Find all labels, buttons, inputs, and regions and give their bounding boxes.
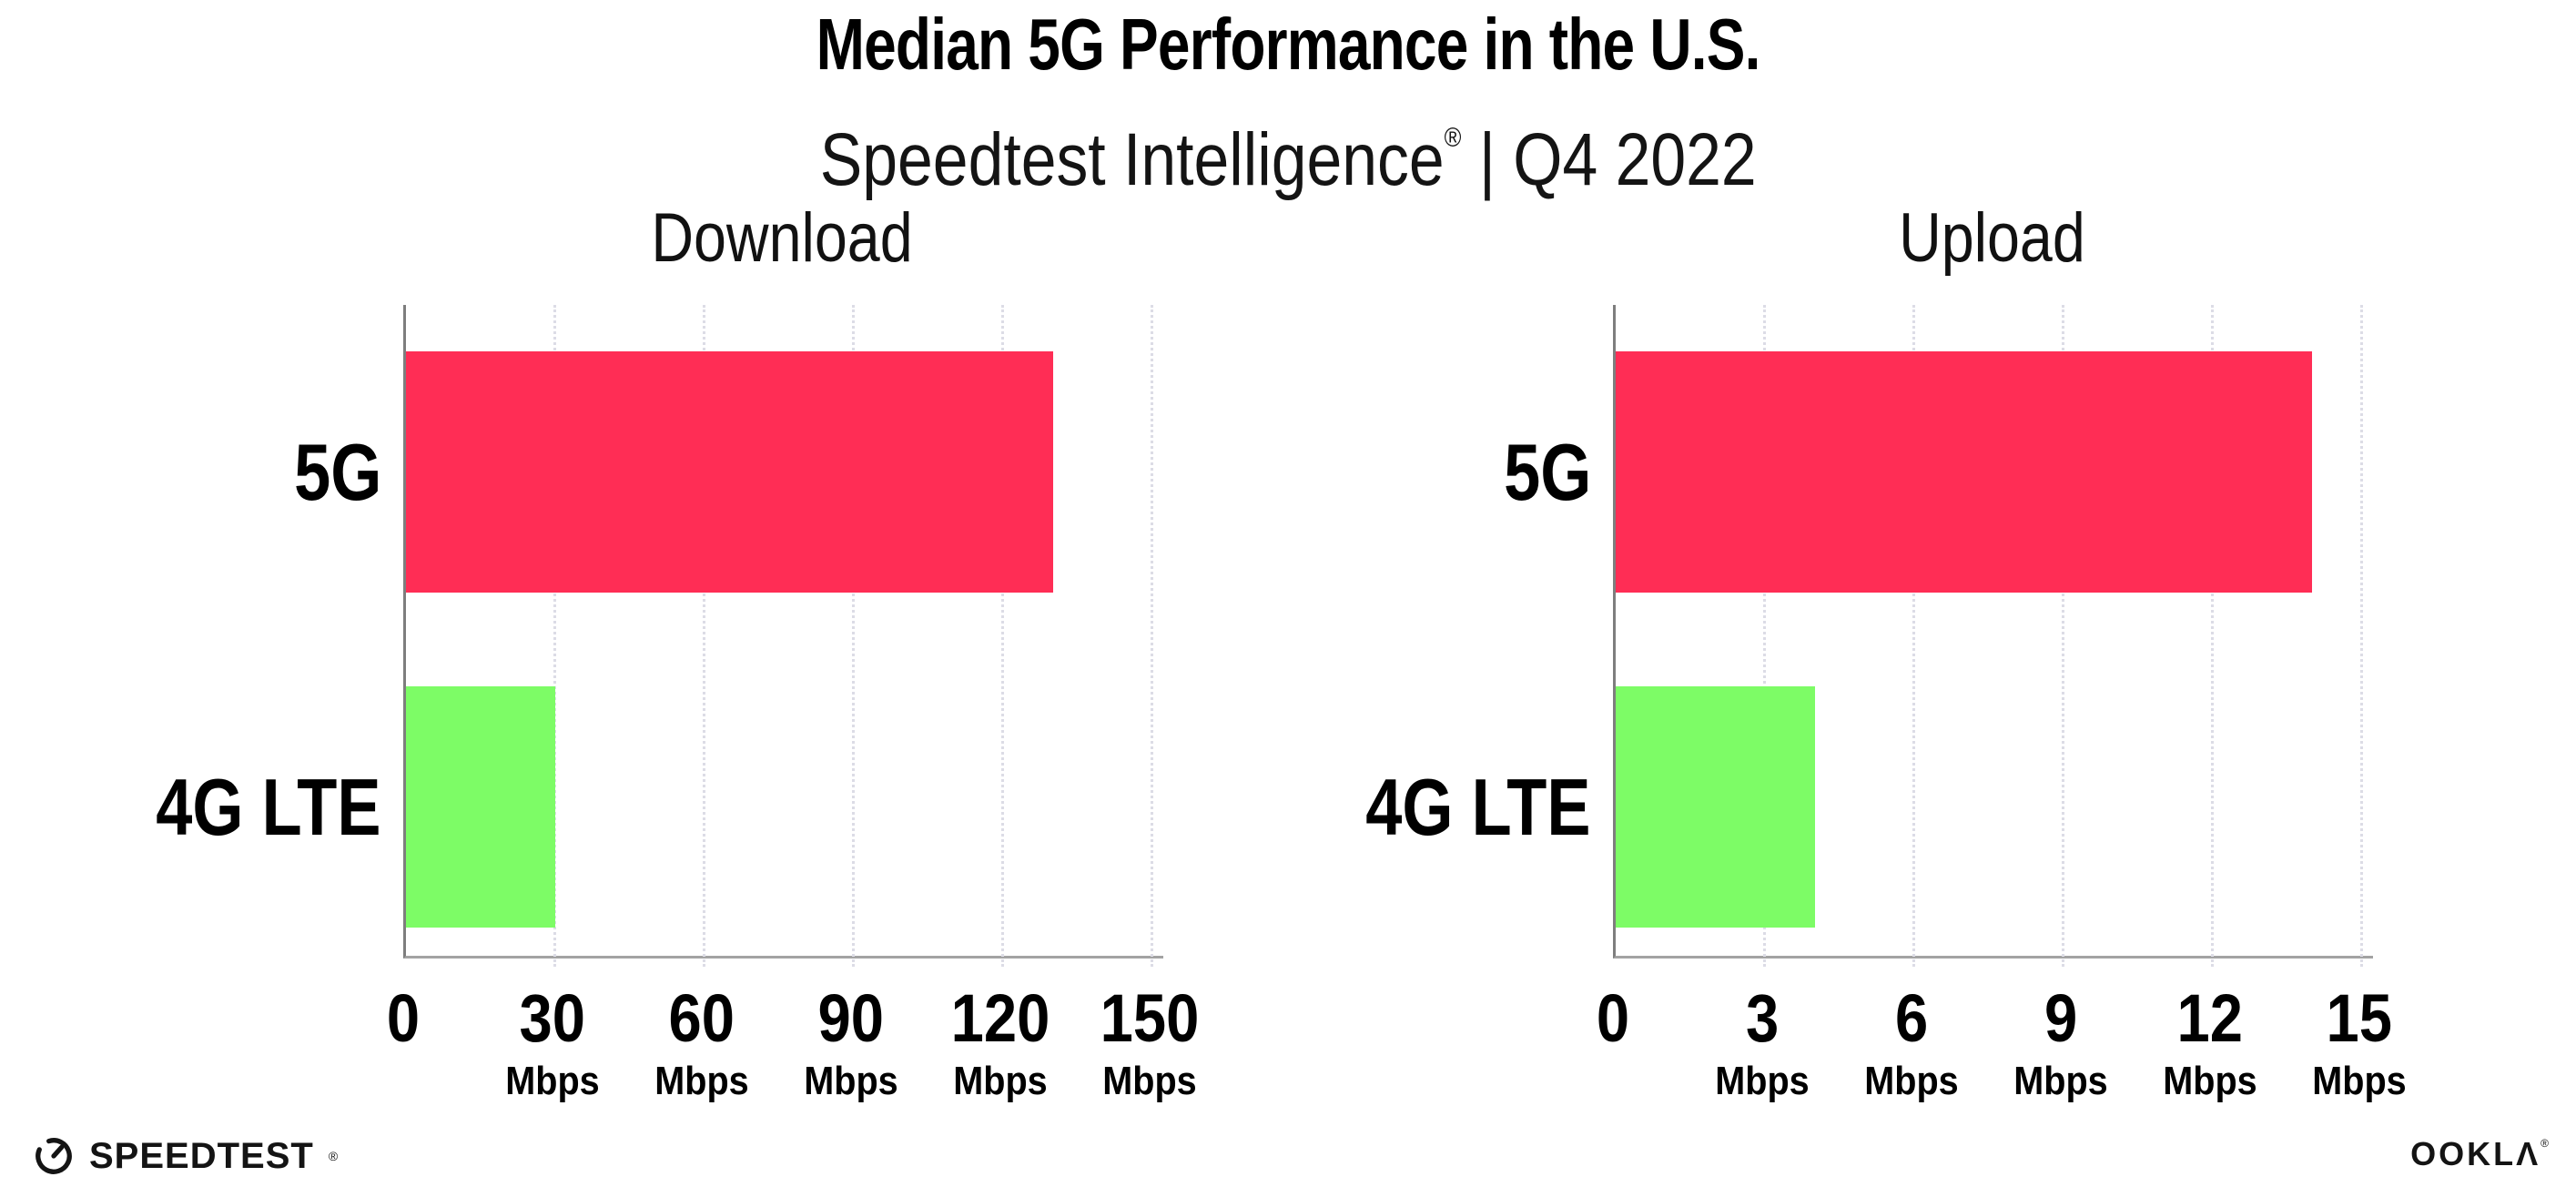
chart-title-upload: Upload <box>1898 199 2085 277</box>
chart-panel-upload: Upload 5G 4G LTE 0 3 Mbps 6 Mbps 9 Mbps 12 Mbps 15 Mb… <box>1349 0 2407 1197</box>
ookla-wordmark: OOKLΛ <box>2410 1135 2541 1172</box>
tick-label-6: 6 Mbps <box>1860 985 1964 1101</box>
tick-unit: Mbps <box>1864 1059 1959 1103</box>
speedtest-wordmark: SPEEDTEST <box>89 1135 314 1176</box>
tick-unit: Mbps <box>1715 1059 1810 1103</box>
gauge-icon <box>35 1138 72 1174</box>
gridline-6 <box>1912 305 1915 967</box>
tick-value: 120 <box>950 980 1050 1056</box>
tick-unit: Mbps <box>2013 1059 2108 1103</box>
tick-label-60: 60 Mbps <box>650 985 755 1101</box>
ookla-registered-mark: ® <box>2541 1137 2549 1150</box>
registered-mark: ® <box>1444 123 1462 153</box>
tick-value: 30 <box>519 980 586 1056</box>
subtitle-period: | Q4 2022 <box>1461 118 1757 201</box>
header: Median 5G Performance in the U.S. Speedt… <box>0 0 2576 198</box>
tick-unit: Mbps <box>2163 1059 2257 1103</box>
ookla-logo: OOKLΛ® <box>2410 1135 2549 1173</box>
tick-unit: Mbps <box>654 1059 749 1103</box>
plot-area-download <box>403 305 1163 967</box>
category-label-5g: 5G <box>293 426 381 517</box>
plot-area-upload <box>1613 305 2373 967</box>
gridline-150 <box>1151 305 1153 967</box>
page-subtitle: Speedtest Intelligence® | Q4 2022 <box>0 100 2576 198</box>
gridline-60 <box>703 305 705 967</box>
tick-value: 3 <box>1745 980 1780 1056</box>
tick-value: 90 <box>817 980 885 1056</box>
tick-label-150: 150 Mbps <box>1093 985 1205 1101</box>
gridline-12 <box>2211 305 2214 967</box>
bar-4g-lte-upload <box>1616 686 1815 928</box>
gridline-90 <box>852 305 855 967</box>
tick-value: 12 <box>2176 980 2244 1056</box>
tick-label-90: 90 Mbps <box>799 985 904 1101</box>
tick-label-0: 0 <box>1594 985 1631 1052</box>
tick-label-15: 15 Mbps <box>2307 985 2412 1101</box>
tick-label-12: 12 Mbps <box>2158 985 2263 1101</box>
bar-5g-upload <box>1616 351 2313 593</box>
speedtest-registered-mark: ® <box>328 1149 339 1163</box>
chart-title-download: Download <box>651 199 913 277</box>
gridline-15 <box>2360 305 2363 967</box>
gridline-120 <box>1001 305 1004 967</box>
tick-label-9: 9 Mbps <box>2009 985 2114 1101</box>
subtitle-brand: Speedtest Intelligence <box>819 118 1445 201</box>
bar-4g-lte-download <box>406 686 555 928</box>
bar-5g-download <box>406 351 1053 593</box>
tick-unit: Mbps <box>804 1059 898 1103</box>
tick-unit: Mbps <box>1102 1059 1197 1103</box>
tick-value: 6 <box>1894 980 1929 1056</box>
tick-label-0: 0 <box>384 985 421 1052</box>
page-title: Median 5G Performance in the U.S. <box>816 4 1761 85</box>
category-label-4g-lte: 4G LTE <box>1365 761 1591 852</box>
chart-panel-download: Download 5G 4G LTE 0 30 Mbps 60 Mbps 90 Mbps 120 Mb… <box>139 0 1200 1197</box>
tick-value: 15 <box>2326 980 2393 1056</box>
tick-label-120: 120 Mbps <box>944 985 1056 1101</box>
tick-label-3: 3 Mbps <box>1710 985 1815 1101</box>
tick-unit: Mbps <box>2312 1059 2407 1103</box>
gridline-9 <box>2062 305 2064 967</box>
gridline-30 <box>553 305 556 967</box>
tick-unit: Mbps <box>505 1059 600 1103</box>
tick-label-30: 30 Mbps <box>501 985 605 1101</box>
tick-value: 0 <box>1596 980 1630 1056</box>
category-label-4g-lte: 4G LTE <box>156 761 381 852</box>
tick-value: 60 <box>668 980 735 1056</box>
tick-value: 150 <box>1100 980 1200 1056</box>
tick-value: 9 <box>2044 980 2078 1056</box>
tick-value: 0 <box>386 980 421 1056</box>
tick-unit: Mbps <box>953 1059 1048 1103</box>
category-label-5g: 5G <box>1503 426 1591 517</box>
speedtest-logo: SPEEDTEST ® <box>33 1135 338 1177</box>
gridline-3 <box>1763 305 1766 967</box>
